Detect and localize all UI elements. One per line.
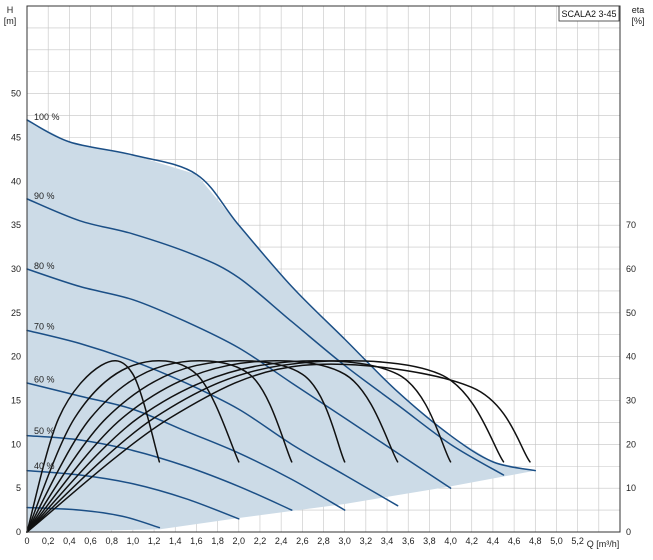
x-tick-label: 1,8 <box>211 536 224 546</box>
y-left-tick-label: 35 <box>11 220 21 230</box>
y-left-tick-label: 30 <box>11 264 21 274</box>
x-tick-label: 3,4 <box>381 536 394 546</box>
x-tick-label: 2,8 <box>317 536 330 546</box>
y-right-tick-label: 60 <box>626 264 636 274</box>
y-left-tick-label: 20 <box>11 352 21 362</box>
x-tick-label: 0,4 <box>63 536 76 546</box>
x-tick-label: 2,6 <box>296 536 309 546</box>
y-right-tick-label: 70 <box>626 220 636 230</box>
y-left-title: H <box>7 5 14 15</box>
y-left-tick-label: 40 <box>11 176 21 186</box>
efficiency-curve <box>26 359 399 533</box>
y-right-title: eta <box>632 5 645 15</box>
x-tick-label: 0,8 <box>105 536 118 546</box>
y-left-tick-label: 50 <box>11 89 21 99</box>
efficiency-curve <box>26 360 346 533</box>
plot-border <box>26 5 621 533</box>
efficiency-curve <box>26 359 293 533</box>
head-curve-label: 50 % <box>34 426 55 436</box>
chart-title: SCALA2 3-45 <box>561 9 616 19</box>
head-curve-label: 80 % <box>34 261 55 271</box>
y-right-tick-label: 20 <box>626 439 636 449</box>
x-tick-label: 4,8 <box>529 536 542 546</box>
head-curve <box>26 198 505 476</box>
tick-labels: 0 0,2 0,4 0,6 0,8 1,0 1,2 1,4 1,6 1,8 2,0 2,2 2,4 2,6… <box>11 89 636 546</box>
head-curve <box>26 469 240 520</box>
head-curves <box>26 119 537 529</box>
y-left-tick-label: 15 <box>11 396 21 406</box>
x-tick-label: 3,0 <box>338 536 351 546</box>
y-left-tick-label: 0 <box>16 527 21 537</box>
x-tick-label: 1,2 <box>148 536 161 546</box>
head-curve-label: 70 % <box>34 322 55 332</box>
x-tick-label: 4,4 <box>487 536 500 546</box>
chart-title-box <box>558 5 620 22</box>
x-tick-label: 5,0 <box>550 536 563 546</box>
efficiency-curve <box>26 359 505 533</box>
efficiency-curve <box>26 360 161 533</box>
y-right-unit: [%] <box>631 16 644 26</box>
head-curve-label: 40 % <box>34 461 55 471</box>
head-curve <box>26 329 399 507</box>
x-tick-label: 0,6 <box>84 536 97 546</box>
x-tick-label: 1,4 <box>169 536 182 546</box>
x-tick-label: 0,2 <box>42 536 55 546</box>
efficiency-curve <box>26 363 531 533</box>
x-tick-label: 4,6 <box>508 536 521 546</box>
efficiency-curve <box>26 360 240 533</box>
y-right-tick-label: 0 <box>626 527 631 537</box>
head-curve <box>26 382 346 511</box>
head-curve <box>26 119 537 472</box>
y-left-tick-label: 5 <box>16 483 21 493</box>
x-tick-label: 2,4 <box>275 536 288 546</box>
y-left-tick-label: 45 <box>11 133 21 143</box>
efficiency-curves <box>26 359 531 533</box>
curve-labels: 100 % 90 % 80 % 70 % 60 % 50 % 40 % <box>34 112 60 471</box>
x-tick-label: 4,2 <box>465 536 478 546</box>
x-tick-label: 1,0 <box>127 536 140 546</box>
y-left-unit: [m] <box>4 16 17 26</box>
y-left-tick-label: 10 <box>11 439 21 449</box>
efficiency-curve <box>26 359 452 533</box>
y-right-tick-label: 50 <box>626 308 636 318</box>
head-curve-label: 100 % <box>34 112 60 122</box>
y-right-tick-label: 10 <box>626 483 636 493</box>
x-tick-label: 5,2 <box>571 536 584 546</box>
x-tick-label: 2,2 <box>254 536 267 546</box>
x-tick-label: 3,6 <box>402 536 415 546</box>
y-right-tick-label: 40 <box>626 352 636 362</box>
y-left-tick-label: 25 <box>11 308 21 318</box>
x-tick-label: 2,0 <box>233 536 246 546</box>
y-right-tick-label: 30 <box>626 396 636 406</box>
head-curve-label: 90 % <box>34 191 55 201</box>
x-tick-label: 3,2 <box>360 536 373 546</box>
head-curve-label: 60 % <box>34 374 55 384</box>
x-tick-label: 4,0 <box>444 536 457 546</box>
plot-frame <box>26 5 621 533</box>
x-axis-title: Q [m³/h] <box>587 539 620 549</box>
head-curve <box>26 268 452 489</box>
x-tick-label: 3,8 <box>423 536 436 546</box>
x-tick-label: 1,6 <box>190 536 203 546</box>
x-tick-label: 0 <box>24 536 29 546</box>
